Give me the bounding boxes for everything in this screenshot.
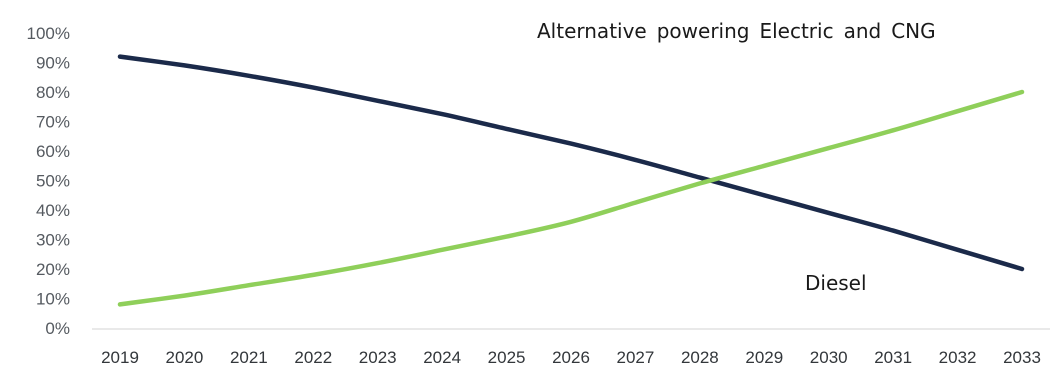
x-tick-label: 2025 [488,348,526,367]
x-tick-label: 2032 [939,348,977,367]
y-tick-label: 20% [36,260,70,279]
y-tick-label: 100% [27,24,70,43]
x-tick-label: 2027 [617,348,655,367]
x-tick-label: 2024 [423,348,461,367]
series-line-diesel [117,54,1025,272]
x-tick-label: 2033 [1003,348,1041,367]
x-tick-label: 2023 [359,348,397,367]
x-axis-ticks: 2019 2020 2021 2022 2023 2024 2025 2026 2027 2028… [101,348,1041,367]
x-tick-label: 2022 [294,348,332,367]
x-tick-label: 2019 [101,348,139,367]
y-tick-label: 70% [36,113,70,132]
series-line-alternative [117,89,1025,307]
series-annotation-alternative: Alternative powering Electric and CNG [537,19,936,43]
series-lines [117,54,1025,307]
y-axis-ticks: 0% 10% 20% 30% 40% 50% 60% 70% 80% 90% 100% [27,24,70,338]
y-tick-label: 0% [45,319,70,338]
x-tick-label: 2026 [552,348,590,367]
y-tick-label: 90% [36,54,70,73]
x-tick-label: 2030 [810,348,848,367]
x-tick-label: 2028 [681,348,719,367]
x-tick-label: 2020 [166,348,204,367]
series-annotation-diesel: Diesel [805,271,867,295]
y-tick-label: 60% [36,142,70,161]
y-tick-label: 50% [36,172,70,191]
y-tick-label: 80% [36,83,70,102]
y-tick-label: 30% [36,231,70,250]
x-tick-label: 2029 [745,348,783,367]
x-tick-label: 2031 [874,348,912,367]
x-tick-label: 2021 [230,348,268,367]
y-tick-label: 40% [36,201,70,220]
y-tick-label: 10% [36,290,70,309]
